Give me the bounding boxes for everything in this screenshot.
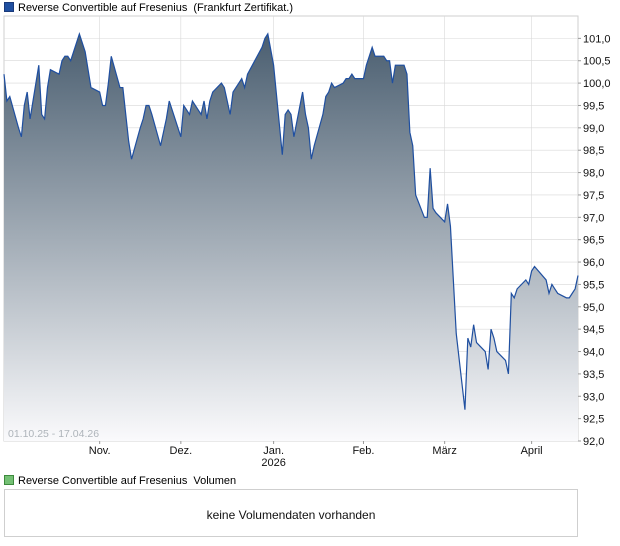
y-tick-label: 100,0 [583,78,611,90]
y-tick-label: 97,5 [583,190,604,202]
x-tick-label: Feb. [352,445,374,457]
y-tick-label: 101,0 [583,33,611,45]
y-tick-label: 96,5 [583,235,604,247]
x-tick-label: Dez. [170,445,193,457]
y-tick-label: 94,0 [583,347,604,359]
y-tick-label: 99,5 [583,100,604,112]
y-tick-label: 97,0 [583,212,604,224]
x-tick-label: Nov. [89,445,111,457]
x-tick-label: April [521,445,543,457]
y-tick-label: 93,5 [583,369,604,381]
x-tick-label: Jan. [263,445,284,457]
volume-panel: keine Volumendaten vorhanden [4,489,578,537]
y-tick-label: 95,0 [583,302,604,314]
y-tick-label: 93,0 [583,391,604,403]
volume-legend: Reverse Convertible auf Fresenius Volumen [4,474,236,488]
x-tick-year-label: 2026 [261,457,285,469]
volume-empty-message: keine Volumendaten vorhanden [206,508,376,522]
y-tick-label: 98,5 [583,145,604,157]
y-axis-ticks: 92,0 92,5 93,0 93,5 94,0 94,5 95,0 95,5 96,0 96,5… [578,33,611,448]
date-range-label: 01.10.25 - 17.04.26 [8,428,99,440]
y-tick-label: 99,0 [583,123,604,135]
y-tick-label: 100,5 [583,56,611,68]
volume-series-name: Reverse Convertible auf Fresenius [18,475,188,487]
volume-series-swatch [4,475,14,485]
y-tick-label: 95,5 [583,279,604,291]
price-area [4,33,578,441]
price-chart: 92,0 92,5 93,0 93,5 94,0 94,5 95,0 95,5 96,0 96,5… [3,15,611,469]
price-series-name: Reverse Convertible auf Fresenius [18,2,188,14]
y-tick-label: 92,0 [583,436,604,448]
volume-label: Volumen [193,475,237,487]
y-tick-label: 92,5 [583,414,604,426]
price-line [3,31,579,410]
price-series-swatch [4,2,14,12]
price-exchange-label: (Frankfurt Zertifikat.) [193,2,293,14]
y-tick-label: 94,5 [583,324,604,336]
x-axis-ticks: Nov. Dez. Jan.2026 Feb. März April [89,441,543,469]
y-tick-label: 98,0 [583,168,604,180]
price-legend: Reverse Convertible auf Fresenius (Frankf… [4,1,293,15]
x-tick-label: März [432,445,456,457]
y-tick-label: 96,0 [583,257,604,269]
